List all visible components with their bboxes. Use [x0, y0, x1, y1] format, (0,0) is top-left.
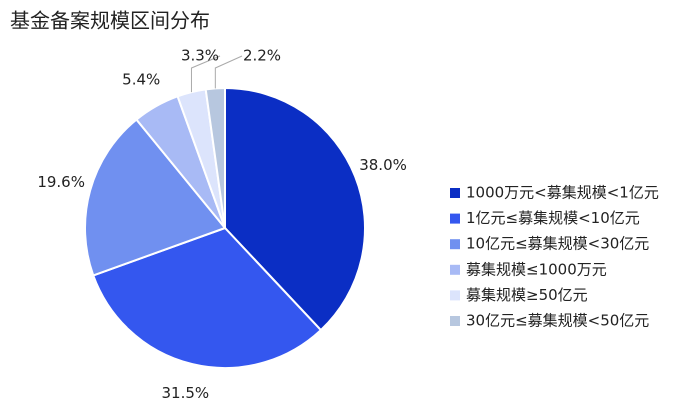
pie-slice: [91, 226, 323, 369]
legend-label: 募集规模≤1000万元: [466, 260, 607, 278]
legend-swatch: [450, 316, 460, 326]
legend-swatch: [450, 188, 460, 198]
legend-swatch: [450, 213, 460, 224]
data-label: 3.3%: [181, 47, 219, 65]
data-label: 19.6%: [37, 173, 85, 191]
legend-swatch: [450, 239, 460, 250]
leader-line: [190, 55, 221, 93]
legend-label: 募集规模≥50亿元: [466, 286, 588, 304]
pie-slice: [224, 86, 366, 332]
legend-label: 1000万元<募集规模<1亿元: [466, 184, 659, 202]
legend-label: 10亿元≤募集规模<30亿元: [466, 235, 649, 253]
data-label: 2.2%: [243, 47, 281, 65]
chart-title: 基金备案规模区间分布: [10, 9, 210, 33]
data-label: 38.0%: [359, 156, 407, 174]
legend-label: 1亿元≤募集规模<10亿元: [466, 209, 640, 227]
leader-line: [214, 55, 243, 89]
legend-swatch: [450, 264, 460, 275]
legend-label: 30亿元≤募集规模<50亿元: [466, 312, 649, 330]
legend-swatch: [450, 290, 460, 301]
data-label: 5.4%: [122, 71, 160, 89]
data-label: 31.5%: [161, 384, 209, 402]
pie-slice: [84, 118, 227, 277]
